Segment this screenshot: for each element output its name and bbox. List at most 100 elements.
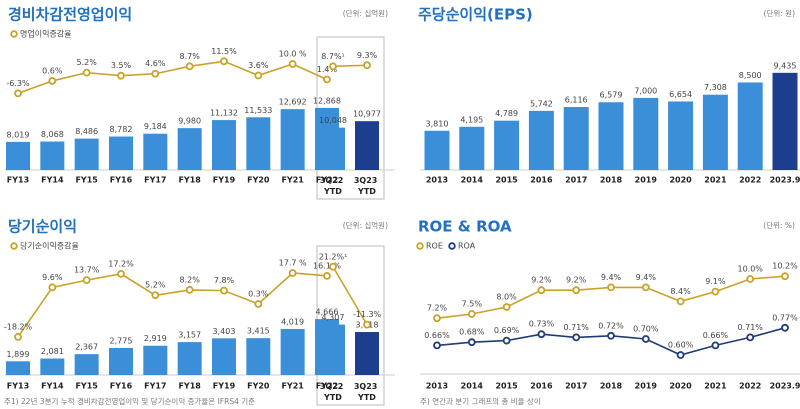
bar	[246, 338, 271, 375]
line-marker	[254, 300, 263, 308]
x-tick-label: 2022	[739, 382, 761, 391]
chart-title: 주당순이익(EPS)	[418, 6, 533, 24]
bar	[74, 138, 99, 170]
bar-value-label: 11,533	[244, 106, 272, 115]
x-tick-label: 2021	[704, 176, 727, 185]
bar	[494, 120, 520, 170]
x-tick-label: 2016	[530, 176, 553, 185]
line-value-label: 3.6%	[248, 61, 269, 70]
x-tick-label: 2013	[426, 382, 448, 391]
bar	[177, 128, 202, 170]
x-tick-label: 3Q23 YTD	[354, 176, 380, 196]
line-marker	[467, 310, 476, 318]
bar-value-label: 5,742	[530, 99, 553, 108]
line-value-label: 1.4%	[317, 65, 338, 74]
bar-value-label: 9,435	[774, 61, 797, 70]
x-tick-label: FY22	[316, 382, 338, 391]
line-value-label: 0.68%	[459, 328, 485, 337]
line-marker	[572, 333, 581, 342]
bar	[772, 72, 798, 170]
bar-value-label: 4,019	[281, 317, 304, 326]
x-tick-label: 2016	[530, 382, 553, 391]
x-tick-label: FY20	[247, 176, 270, 185]
bar-value-label: 9,184	[144, 122, 167, 131]
legend-marker	[10, 30, 18, 38]
bar-value-label: 8,019	[7, 130, 30, 139]
line-value-label: 11.5%	[211, 47, 237, 56]
bar-value-label: 9,980	[178, 117, 201, 126]
line-marker	[288, 269, 297, 277]
line	[332, 266, 368, 326]
x-tick-label: FY22	[316, 176, 338, 185]
line-marker	[502, 303, 511, 311]
unit-label: (단위: 십억원)	[343, 220, 388, 230]
line-value-label: 10.0 %	[279, 50, 307, 59]
line-marker	[711, 287, 720, 296]
bar-value-label: 3,810	[426, 119, 449, 128]
line-marker	[711, 341, 720, 350]
bar	[424, 130, 450, 170]
bar-value-label: 1,899	[7, 350, 30, 359]
bar	[280, 109, 305, 170]
bar-value-label: 11,132	[210, 109, 238, 118]
bar	[40, 141, 65, 170]
line-value-label: 0.66%	[424, 331, 450, 340]
line-marker	[288, 60, 297, 68]
x-tick-label: FY14	[41, 382, 64, 391]
line-value-label: 9.2%	[531, 276, 552, 285]
chart-title: 당기순이익	[8, 218, 77, 236]
x-tick-label: 2019	[635, 382, 658, 391]
line-marker	[641, 283, 650, 292]
legend-marker	[416, 242, 424, 250]
line-value-label: 8.2%	[179, 275, 200, 284]
line-marker	[607, 331, 615, 340]
x-tick-label: FY18	[178, 382, 201, 391]
bar-value-label: 6,579	[600, 91, 623, 100]
bar-value-label: 4,789	[495, 109, 518, 118]
x-tick-label: FY21	[281, 176, 304, 185]
line-marker	[363, 61, 371, 70]
footnote: 주) 연간과 분기 그래프의 총 비율 상이	[420, 396, 541, 406]
unit-label: (단위: 십억원)	[343, 8, 388, 18]
x-tick-label: 2022	[739, 176, 761, 185]
line-value-label: -18.2%	[4, 322, 33, 331]
line-value-label: 8.7%	[179, 52, 200, 61]
line-marker	[14, 332, 22, 341]
bar	[355, 121, 379, 170]
line-value-label: 0.71%	[737, 323, 763, 332]
bar-value-label: 8,500	[739, 71, 762, 80]
line-marker	[676, 297, 685, 306]
x-tick-label: FY19	[213, 176, 236, 185]
line-value-label: 8.7%¹	[321, 52, 345, 61]
bar	[74, 354, 99, 375]
line-value-label: 0.69%	[494, 326, 520, 335]
bar-value-label: 6,116	[565, 96, 588, 105]
line-value-label: 0.70%	[633, 325, 659, 334]
x-tick-label: FY17	[144, 382, 166, 391]
x-tick-label: 2018	[600, 176, 623, 185]
legend-label: ROA	[458, 242, 476, 251]
bar	[563, 107, 589, 170]
line-value-label: 10.0%	[737, 265, 763, 274]
x-tick-label: FY18	[178, 176, 201, 185]
bar	[6, 141, 30, 170]
bar-value-label: 3,415	[247, 327, 270, 336]
x-tick-label: 3Q22 YTD	[320, 382, 346, 402]
line-marker	[48, 77, 57, 85]
line-value-label: 9.3%	[357, 51, 378, 60]
line-value-label: 8.0%	[496, 293, 517, 302]
line-marker	[746, 275, 755, 283]
bar	[143, 345, 168, 375]
x-tick-label: 2020	[669, 176, 692, 185]
bar	[108, 347, 133, 375]
line-marker	[467, 338, 476, 347]
line-value-label: 4.6%	[145, 59, 166, 68]
line-marker	[220, 57, 228, 66]
line-value-label: -6.3%	[6, 79, 30, 88]
legend-label: ROE	[426, 242, 443, 251]
line-marker	[641, 335, 650, 343]
line-marker	[537, 286, 546, 295]
x-tick-label: 3Q23 YTD	[354, 382, 380, 402]
x-tick-label: 2023.9	[770, 176, 800, 185]
